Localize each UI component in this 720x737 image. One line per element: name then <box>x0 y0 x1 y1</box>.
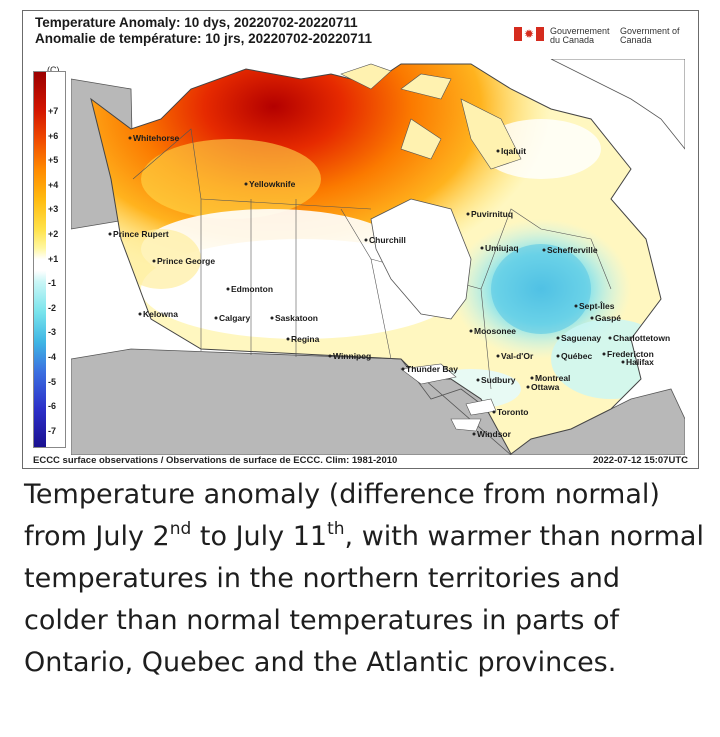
city-label: Moosonee <box>474 326 516 336</box>
city-label: Fredericton <box>607 349 654 359</box>
city-label: Edmonton <box>231 284 273 294</box>
caption-sup-1: nd <box>169 519 192 539</box>
legend-tick: -4 <box>48 352 57 362</box>
city-label: Kelowna <box>143 309 178 319</box>
city-label: Sudbury <box>481 375 516 385</box>
city-label: Québec <box>561 351 592 361</box>
legend-tick: -7 <box>48 425 57 436</box>
legend-tick: +6 <box>48 130 59 141</box>
title-english: Temperature Anomaly: 10 dys, 20220702-20… <box>35 15 358 30</box>
city-dot <box>492 410 496 414</box>
legend-tick: +3 <box>48 204 59 215</box>
city-dot <box>401 367 405 371</box>
city-label: Prince George <box>157 256 215 266</box>
city-label: Val-d'Or <box>501 351 534 361</box>
city-label: Gaspé <box>595 313 621 323</box>
city-label: Saguenay <box>561 333 601 343</box>
color-scale-bar <box>34 72 46 447</box>
city-dot <box>556 354 560 358</box>
city-label: Saskatoon <box>275 313 318 323</box>
gov-label-en: Government of Canada <box>620 26 680 45</box>
city-label: Puvirnituq <box>471 209 513 219</box>
legend-tick: +1 <box>48 253 59 264</box>
city-dot <box>128 136 132 140</box>
city-label: Iqaluit <box>501 146 526 156</box>
caption-text: Temperature anomaly (difference from nor… <box>24 474 704 684</box>
city-label: Windsor <box>477 429 512 439</box>
city-dot <box>152 259 156 263</box>
city-label: Regina <box>291 334 320 344</box>
caption-part-3: , with warmer than normal temperatures i… <box>24 521 704 678</box>
city-label: Umiujaq <box>485 243 519 253</box>
canada-flag-icon: ✹ <box>514 27 544 41</box>
legend-tick: +5 <box>48 155 59 166</box>
legend-tick: +7 <box>48 106 59 116</box>
legend-tick: -3 <box>48 327 57 338</box>
city-dot <box>108 232 112 236</box>
city-label: Whitehorse <box>133 133 180 143</box>
city-label: Calgary <box>219 313 250 323</box>
city-dot <box>530 376 534 380</box>
city-dot <box>328 354 332 358</box>
city-label: Thunder Bay <box>406 364 458 374</box>
color-scale-legend: +7 +6 +5 +4 +3 +2 +1 -1 -2 -3 -4 -5 -6 -7 <box>33 71 66 448</box>
city-dot <box>621 360 625 364</box>
greenland-landmass <box>550 59 685 150</box>
legend-unit: (C) <box>47 65 60 75</box>
gov-label-fr: Gouvernement du Canada <box>550 26 610 45</box>
city-label: Sept-Îles <box>579 300 615 311</box>
city-dot <box>244 182 248 186</box>
caption-part-1: Temperature anomaly (difference from nor… <box>24 479 660 552</box>
city-label: Prince Rupert <box>113 229 169 239</box>
city-label: Ottawa <box>531 382 560 392</box>
city-label: Toronto <box>497 407 528 417</box>
city-dot <box>138 312 142 316</box>
city-dot <box>602 352 606 356</box>
caption-sup-2: th <box>327 519 345 539</box>
city-dot <box>286 337 290 341</box>
city-dot <box>526 385 530 389</box>
city-dot <box>270 316 274 320</box>
map-timestamp: 2022-07-12 15:07UTC <box>592 455 688 466</box>
hudson-bay <box>370 198 472 320</box>
city-label: Charlottetown <box>613 333 670 343</box>
legend-tick: -1 <box>48 278 57 289</box>
legend-tick: -2 <box>48 302 57 313</box>
legend-tick: -5 <box>48 376 57 387</box>
data-source-note: ECCC surface observations / Observations… <box>33 455 398 466</box>
city-dot <box>590 316 594 320</box>
city-dot <box>476 378 480 382</box>
city-dot <box>496 354 500 358</box>
city-label: Schefferville <box>547 245 598 255</box>
city-dot <box>542 248 546 252</box>
city-label: Montreal <box>535 373 570 383</box>
canada-anomaly-map: Whitehorse Yellowknife Iqaluit Puvirnituq Pr… <box>71 59 685 455</box>
city-label: Halifax <box>626 357 654 367</box>
city-dot <box>496 149 500 153</box>
caption-part-2: to July 11 <box>191 521 328 552</box>
city-dot <box>472 432 476 436</box>
anomaly-map-figure: Temperature Anomaly: 10 dys, 20220702-20… <box>22 10 699 469</box>
city-label: Winnipeg <box>333 351 371 361</box>
city-dot <box>364 238 368 242</box>
city-dot <box>480 246 484 250</box>
government-wordmark: ✹ Gouvernement du Canada Government of C… <box>514 27 684 53</box>
city-label: Yellowknife <box>249 179 296 189</box>
city-dot <box>214 316 218 320</box>
legend-tick: -6 <box>48 401 57 412</box>
city-dot <box>226 287 230 291</box>
legend-tick: +4 <box>48 179 59 190</box>
title-french: Anomalie de température: 10 jrs, 2022070… <box>35 31 372 46</box>
city-dot <box>466 212 470 216</box>
city-label: Churchill <box>369 235 406 245</box>
city-dot <box>608 336 612 340</box>
city-dot <box>574 304 578 308</box>
city-dot <box>469 329 473 333</box>
legend-tick: +2 <box>48 229 59 239</box>
city-dot <box>556 336 560 340</box>
